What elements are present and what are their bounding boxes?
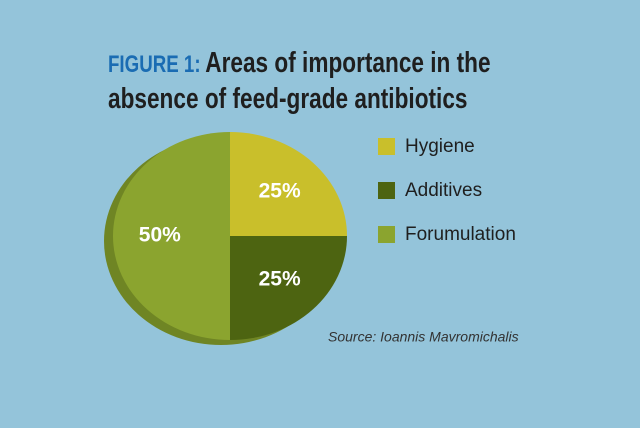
legend-label: Additives xyxy=(405,180,482,201)
value-label: 25% xyxy=(259,268,301,291)
pie-slice xyxy=(113,132,230,340)
legend-label: Hygiene xyxy=(405,136,475,157)
legend-swatch xyxy=(378,226,395,243)
legend-swatch xyxy=(378,138,395,155)
legend-label: Forumulation xyxy=(405,224,516,245)
pie-slice xyxy=(230,236,347,340)
legend-swatch xyxy=(378,182,395,199)
pie-slice xyxy=(230,132,347,236)
source: Source: Ioannis Mavromichalis xyxy=(328,329,519,345)
figure-label: FIGURE 1: xyxy=(108,51,201,78)
value-label: 25% xyxy=(259,179,301,202)
chart-heading: FIGURE 1: Areas of importance in the abse… xyxy=(108,46,553,116)
chart-title: Areas of importance in the absence of fe… xyxy=(108,47,491,115)
value-label: 50% xyxy=(139,224,181,247)
